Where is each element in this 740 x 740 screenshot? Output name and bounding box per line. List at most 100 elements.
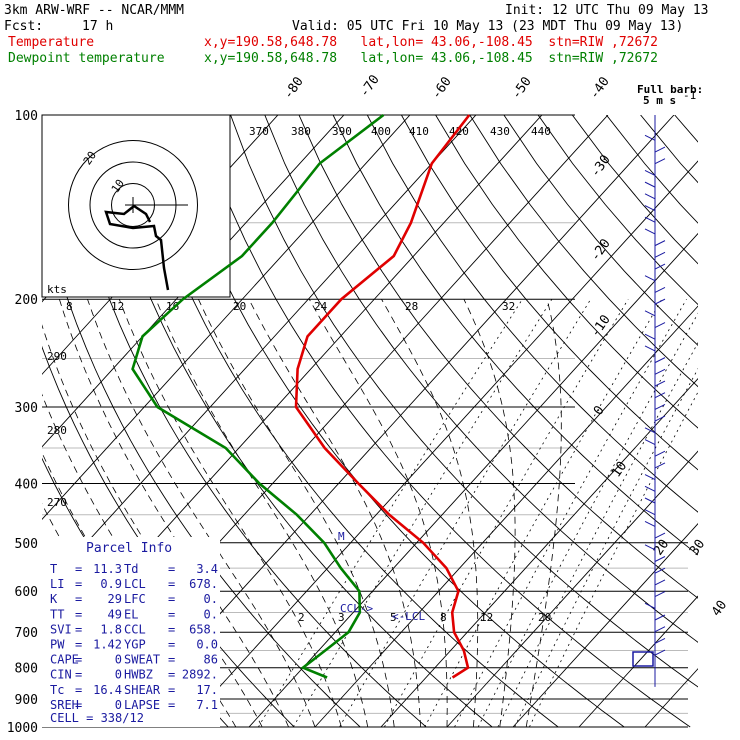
parcel-cell-value: = [75, 562, 82, 576]
parcel-cell-value: 0 [115, 698, 122, 712]
pressure-label-300: 300 [15, 401, 38, 416]
dewpoint-legend: Dewpoint temperature [8, 51, 165, 66]
lcl-marker: <-LCL [392, 610, 425, 623]
parcel-cell-value: = [75, 653, 82, 667]
mixing-ratio-label: 2 [298, 611, 305, 624]
pressure-label-600: 600 [15, 585, 38, 600]
isotherm-line [512, 523, 698, 728]
theta-label: 370 [249, 125, 269, 138]
dry-adiabat [606, 115, 698, 224]
isotherm-label: -50 [509, 74, 535, 102]
isotherm-line [248, 232, 698, 728]
wind-barb [654, 415, 666, 422]
wind-barb [644, 205, 656, 211]
wind-barb [654, 392, 666, 399]
parcel-cell-value: 29 [108, 592, 122, 606]
hodograph-ring-label-20: 20 [81, 149, 99, 167]
mixing-ratio-line [424, 298, 663, 728]
wind-barb [644, 439, 656, 445]
dry-adiabat [127, 115, 559, 728]
wind-barb [654, 286, 666, 293]
wind-barb [654, 626, 666, 633]
parcel-cell-value: 678. [189, 577, 218, 591]
moist-adiabat [87, 299, 316, 728]
mixing-ratio-label: 24 [314, 300, 328, 313]
wind-barb [644, 474, 656, 481]
parcel-cell: CELL = 338/12 [50, 711, 144, 725]
theta-label: 400 [371, 125, 391, 138]
parcel-cell-value: 0 [115, 668, 122, 682]
temperature-profile [294, 114, 471, 679]
parcel-cell-value: = [168, 622, 175, 636]
temperature-legend: Temperature [8, 35, 94, 50]
parcel-cell-value: = [168, 607, 175, 621]
wind-barb-flag [632, 651, 654, 667]
mixing-ratio-line [258, 298, 523, 728]
parcel-cell-value: 0. [204, 592, 218, 606]
wind-barb [654, 251, 666, 258]
wind-barb [654, 357, 666, 364]
isotherm-label: -60 [429, 74, 455, 102]
wind-barb [644, 509, 656, 516]
parcel-cell-value: SWEAT [124, 653, 160, 667]
wind-barb [644, 485, 656, 492]
parcel-cell-value: 49 [108, 607, 122, 621]
parcel-cell-value: = [168, 698, 175, 712]
parcel-cell-value: = [75, 577, 82, 591]
moist-adiabat [118, 299, 342, 728]
parcel-cell-value: TT [50, 607, 64, 621]
parcel-cell-value: = [168, 683, 175, 697]
dry-adiabat [332, 115, 698, 556]
ccl-marker: CCL-> [340, 602, 373, 615]
moist-adiabat [155, 299, 369, 728]
mixing-ratio-label: 20 [233, 300, 246, 313]
parcel-cell-value: SREH [50, 698, 79, 712]
wind-barb [654, 146, 666, 153]
wind-barb [644, 310, 656, 317]
mixing-ratio-line [477, 312, 698, 728]
dry-adiabat [469, 115, 698, 388]
wind-barbs [632, 115, 666, 687]
theta-label: 380 [291, 125, 311, 138]
parcel-cell-value: 658. [189, 622, 218, 636]
dry-adiabat [264, 115, 698, 643]
isotherm-label: -70 [357, 72, 383, 100]
wind-barb [654, 532, 666, 539]
el-marker: M [338, 530, 345, 543]
wind-barb [644, 333, 656, 340]
dry-adiabat [366, 115, 698, 513]
parcel-cell-value: HWBZ [124, 668, 153, 682]
moist-adiabat [463, 299, 516, 728]
isotherm-line [380, 377, 698, 728]
mixing-ratio-label: 28 [405, 300, 418, 313]
wind-barb [644, 520, 656, 527]
pressure-axis: 100 200 300 400 500 600 700 800 900 1000 [7, 109, 38, 736]
parcel-cell-value: 11.3 [93, 562, 122, 576]
pressure-label-100: 100 [15, 109, 38, 124]
hodograph [68, 140, 198, 291]
isotherm-label: -40 [587, 74, 613, 102]
mixing-ratio-label: 12 [480, 611, 493, 624]
isotherm-label: 30 [687, 537, 708, 558]
forecast-label: Fcst: [4, 19, 43, 34]
mixing-ratio-line [497, 342, 698, 728]
hodograph-trace [104, 204, 170, 291]
init-time: Init: 12 UTC Thu 09 May 13 [505, 3, 709, 18]
parcel-cell-value: 0.9 [100, 577, 122, 591]
parcel-cell-value: 17. [196, 683, 218, 697]
parcel-cell-value: Tc [50, 683, 64, 697]
isotherm-line [578, 595, 698, 728]
pressure-label-800: 800 [15, 662, 38, 677]
pressure-label-1000: 1000 [7, 721, 38, 736]
pressure-label-400: 400 [15, 477, 38, 492]
parcel-cell-value: CIN [50, 668, 72, 682]
wind-barb [654, 158, 666, 165]
theta-label: 280 [47, 424, 67, 437]
pressure-label-500: 500 [15, 537, 38, 552]
parcel-cell-value: = [168, 562, 175, 576]
wind-barb [644, 602, 656, 609]
isotherm-line [42, 115, 345, 448]
model-title: 3km ARW-WRF -- NCAR/MMM [4, 3, 184, 18]
parcel-cell-value: 16.4 [93, 683, 122, 697]
